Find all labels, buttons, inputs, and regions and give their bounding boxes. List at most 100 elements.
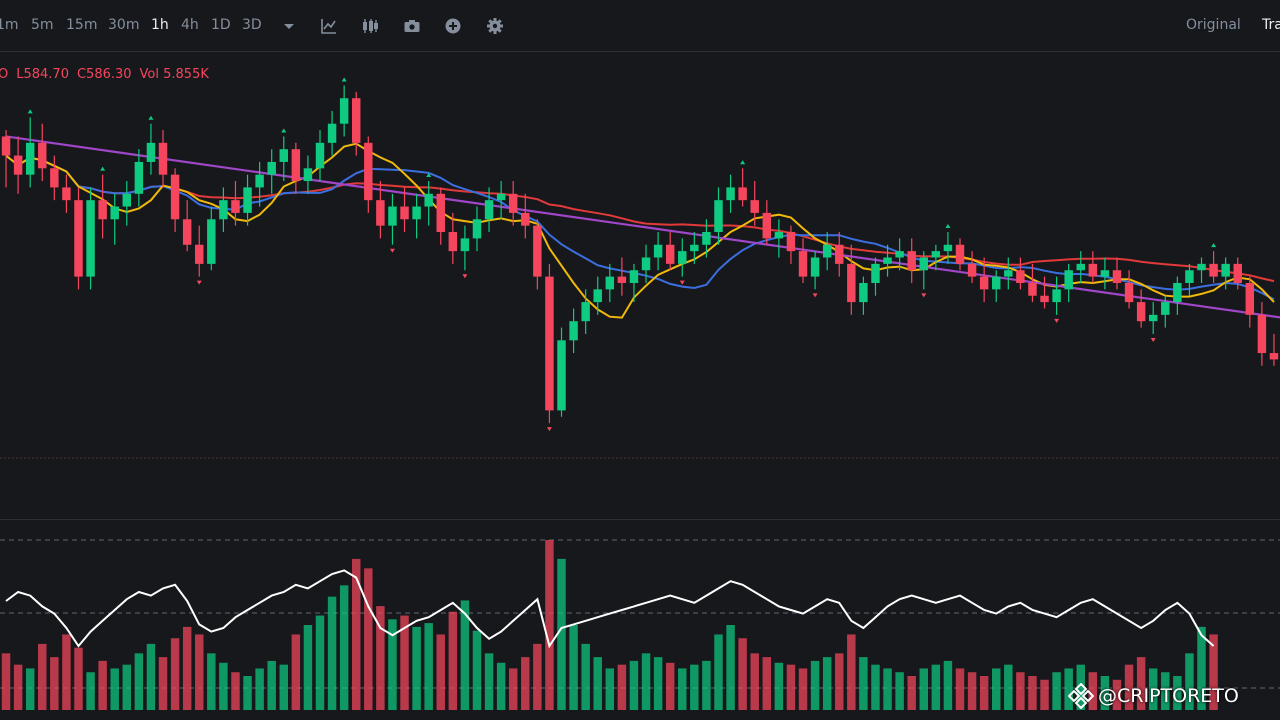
volume-bar (847, 634, 856, 710)
candle-body (955, 244, 965, 264)
volume-bar (521, 657, 530, 710)
timeframe-1m[interactable]: 1m (0, 17, 19, 33)
pane-divider[interactable] (0, 519, 1280, 520)
candle-body (207, 219, 216, 264)
fractal-down-marker (1054, 318, 1060, 323)
volume-bar (569, 625, 578, 710)
ma-fast-line (5, 142, 1275, 319)
candle-body (871, 263, 880, 283)
candle-body (1245, 282, 1255, 315)
candle-body (1209, 263, 1218, 277)
candle-body (255, 174, 264, 188)
candle-body (436, 193, 445, 233)
timeframe-1h[interactable]: 1h (151, 17, 169, 33)
candle-body (327, 123, 337, 143)
fractal-down-marker (1150, 337, 1156, 342)
volume-bar (557, 558, 566, 710)
volume-bar (1004, 664, 1013, 710)
candle-body (714, 200, 723, 233)
candle-body (388, 206, 397, 226)
volume-bar (665, 662, 675, 710)
timeframe-1d[interactable]: 1D (211, 17, 231, 33)
camera-icon[interactable] (403, 17, 421, 35)
candle-body (521, 212, 530, 226)
candle-body (1016, 270, 1025, 283)
candle-body (1233, 263, 1242, 283)
ma-mid-line (5, 154, 1275, 301)
chart-type-candles-icon[interactable] (361, 17, 379, 35)
volume-bar (182, 626, 192, 710)
candle-body (847, 263, 856, 303)
volume-bar (376, 606, 385, 710)
timeframe-4h[interactable]: 4h (181, 17, 199, 33)
timeframe-15m[interactable]: 15m (66, 17, 98, 33)
add-icon[interactable] (444, 17, 462, 35)
volume-bar (1088, 672, 1098, 710)
timeframe-3d[interactable]: 3D (242, 17, 262, 33)
candle-body (835, 244, 844, 264)
candle-body (98, 200, 107, 220)
volume-bar (303, 625, 313, 710)
volume-bar (907, 676, 916, 710)
volume-bar (219, 662, 228, 710)
candle-body (182, 219, 192, 245)
candle-body (979, 276, 989, 290)
candle-body (762, 212, 772, 239)
volume-bar (1, 653, 11, 710)
fractal-down-marker (462, 274, 468, 279)
volume-bar (146, 643, 156, 710)
candle-body (774, 232, 784, 239)
fractal-down-marker (389, 248, 395, 253)
chevron-down-icon[interactable] (280, 17, 298, 35)
fractal-up-marker (341, 77, 347, 82)
candle-body (545, 276, 554, 411)
candle-body (1185, 270, 1194, 283)
candle-body (122, 193, 132, 207)
candle-body (400, 206, 409, 220)
volume-bar (122, 664, 132, 710)
candle-body (74, 200, 83, 277)
volume-bar (134, 653, 144, 710)
timeframe-30m[interactable]: 30m (108, 17, 140, 33)
candle-body (967, 263, 977, 277)
view-original[interactable]: Original (1186, 17, 1241, 33)
volume-bar (448, 611, 458, 710)
candle-body (1112, 270, 1122, 283)
volume-bar (424, 623, 433, 710)
indicators-icon[interactable] (320, 17, 338, 35)
volume-bar (822, 657, 832, 710)
fractal-up-marker (1211, 243, 1217, 248)
volume-bar (1076, 664, 1085, 710)
candle-body (279, 149, 288, 162)
volume-bar (339, 585, 349, 710)
volume-bar (1016, 672, 1025, 710)
candle-body (339, 98, 349, 124)
candle-body (605, 276, 615, 290)
candle-body (1161, 302, 1170, 315)
candle-body (641, 257, 651, 271)
candle-body (50, 168, 59, 188)
timeframe-5m[interactable]: 5m (31, 17, 54, 33)
volume-bar (38, 643, 47, 710)
candle-body (678, 251, 687, 264)
volume-bar (86, 672, 95, 710)
volume-bar (25, 668, 35, 710)
legend-close: C586.30 (76, 67, 132, 82)
view-tradingview[interactable]: Tra (1262, 17, 1280, 33)
candle-body (219, 200, 228, 220)
volume-bar (1064, 668, 1073, 710)
candle-body (352, 98, 361, 143)
legend-open-fragment: O (0, 67, 9, 82)
candle-body (1052, 289, 1061, 303)
candle-body (267, 161, 276, 175)
candle-body (702, 232, 711, 245)
fractal-up-marker (740, 160, 746, 165)
candle-body (315, 142, 325, 169)
volume-bar (726, 625, 735, 710)
chart-toolbar: 1m 5m 15m 30m 1h 4h 1D 3D Original Tra (0, 0, 1280, 52)
settings-icon[interactable] (486, 17, 504, 35)
volume-bar (472, 630, 482, 710)
candle-body (496, 193, 506, 201)
volume-bar (1028, 676, 1037, 710)
